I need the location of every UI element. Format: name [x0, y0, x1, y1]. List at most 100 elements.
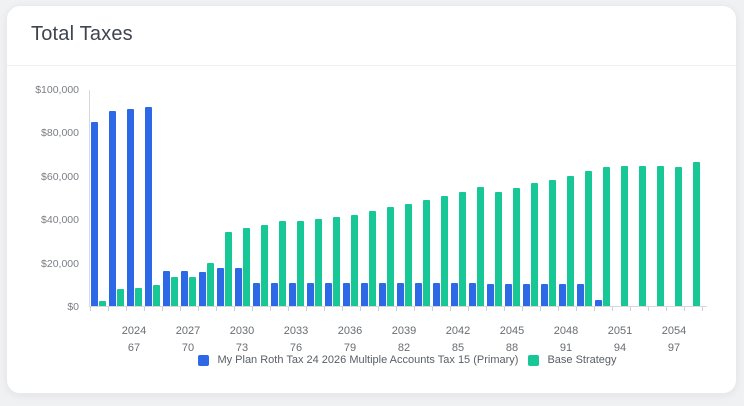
plan-bar-2041[interactable]	[433, 283, 440, 306]
base-bar-2048[interactable]	[567, 176, 574, 306]
x-tick-year: 2036	[337, 325, 363, 337]
x-axis-tick	[324, 307, 325, 311]
base-bar-2036[interactable]	[351, 215, 358, 306]
plan-bar-2037[interactable]	[361, 283, 368, 306]
x-axis-tick	[666, 307, 667, 311]
x-axis-tick	[594, 307, 595, 311]
base-bar-2033[interactable]	[297, 221, 304, 306]
plan-bar-2049[interactable]	[577, 284, 584, 306]
base-bar-2031[interactable]	[261, 225, 268, 306]
x-tick-label-2048: 2048 91	[544, 323, 588, 357]
base-bar-2035[interactable]	[333, 217, 340, 306]
x-axis-tick	[630, 307, 631, 311]
x-axis-tick	[198, 307, 199, 311]
base-bar-2042[interactable]	[459, 192, 466, 306]
x-axis-tick	[684, 307, 685, 311]
base-bar-2039[interactable]	[405, 204, 412, 306]
x-axis-tick	[270, 307, 271, 311]
x-axis-tick	[540, 307, 541, 311]
x-axis-tick	[612, 307, 613, 311]
plan-bar-2031[interactable]	[253, 283, 260, 306]
base-strategy-swatch	[528, 354, 540, 366]
x-axis-tick	[306, 307, 307, 311]
base-bar-2030[interactable]	[243, 228, 250, 306]
plan-bar-2028[interactable]	[199, 272, 206, 306]
x-tick-label-2030: 2030 73	[220, 323, 264, 357]
plan-bar-2034[interactable]	[307, 283, 314, 306]
x-axis-tick	[216, 307, 217, 311]
base-bar-2027[interactable]	[189, 277, 196, 306]
x-tick-label-2039: 2039 82	[382, 323, 426, 357]
base-bar-2022[interactable]	[99, 301, 106, 306]
plan-bar-2047[interactable]	[541, 284, 548, 306]
base-bar-2043[interactable]	[477, 187, 484, 306]
x-axis-tick	[288, 307, 289, 311]
base-bar-2023[interactable]	[117, 289, 124, 306]
base-bar-2051[interactable]	[621, 166, 628, 306]
plan-bar-2025[interactable]	[145, 107, 152, 306]
plan-bar-2046[interactable]	[523, 284, 530, 306]
x-tick-age: 79	[343, 342, 357, 354]
x-tick-label-2027: 2027 70	[166, 323, 210, 357]
x-tick-label-2033: 2033 76	[274, 323, 318, 357]
base-bar-2049[interactable]	[585, 171, 592, 306]
x-axis-tick	[576, 307, 577, 311]
x-axis-tick	[486, 307, 487, 311]
base-bar-2028[interactable]	[207, 263, 214, 306]
plan-bar-2022[interactable]	[91, 122, 98, 306]
x-tick-year: 2030	[229, 325, 255, 337]
plan-bar-2027[interactable]	[181, 271, 188, 306]
base-bar-2046[interactable]	[531, 183, 538, 306]
plan-series-label: My Plan Roth Tax 24 2026 Multiple Accoun…	[217, 354, 519, 366]
plan-bar-2035[interactable]	[325, 283, 332, 306]
plan-bar-2032[interactable]	[271, 283, 278, 306]
base-bar-2029[interactable]	[225, 232, 232, 306]
plan-bar-2030[interactable]	[235, 268, 242, 306]
base-bar-2053[interactable]	[657, 166, 664, 306]
plan-bar-2033[interactable]	[289, 283, 296, 306]
plan-bar-2026[interactable]	[163, 271, 170, 306]
plan-bar-2036[interactable]	[343, 283, 350, 306]
plan-bar-2044[interactable]	[487, 284, 494, 306]
plan-bar-2043[interactable]	[469, 283, 476, 306]
plan-bar-2039[interactable]	[397, 283, 404, 306]
plan-bar-2024[interactable]	[127, 109, 134, 306]
x-tick-year: 2039	[391, 325, 417, 337]
x-axis-tick	[414, 307, 415, 311]
base-bar-2037[interactable]	[369, 211, 376, 306]
x-tick-age: 67	[127, 342, 141, 354]
legend-item-base-strategy[interactable]: Base Strategy	[528, 354, 617, 366]
base-bar-2024[interactable]	[135, 288, 142, 306]
x-axis-tick	[162, 307, 163, 311]
base-bar-2025[interactable]	[153, 285, 160, 306]
plan-bar-2045[interactable]	[505, 284, 512, 306]
plan-bar-2029[interactable]	[217, 268, 224, 306]
base-bar-2050[interactable]	[603, 167, 610, 306]
base-bar-2045[interactable]	[513, 188, 520, 306]
base-bar-2040[interactable]	[423, 200, 430, 306]
base-bar-2032[interactable]	[279, 221, 286, 306]
plan-bar-2042[interactable]	[451, 283, 458, 306]
base-bar-2054[interactable]	[675, 167, 682, 306]
plan-bar-2050[interactable]	[595, 300, 602, 306]
base-bar-2038[interactable]	[387, 207, 394, 306]
x-axis-tick	[522, 307, 523, 311]
x-axis-tick	[90, 307, 91, 311]
base-bar-2034[interactable]	[315, 219, 322, 306]
x-tick-label-2024: 2024 67	[112, 323, 156, 357]
base-bar-2052[interactable]	[639, 166, 646, 306]
base-bar-2041[interactable]	[441, 196, 448, 306]
base-bar-2047[interactable]	[549, 180, 556, 306]
y-tick-label: $60,000	[41, 170, 79, 183]
plan-bar-2023[interactable]	[109, 111, 116, 306]
x-tick-year: 2045	[499, 325, 525, 337]
base-bar-2055[interactable]	[693, 162, 700, 306]
legend-item-plan[interactable]: My Plan Roth Tax 24 2026 Multiple Accoun…	[198, 354, 518, 366]
x-tick-year: 2027	[175, 325, 201, 337]
plan-bar-2040[interactable]	[415, 283, 422, 306]
x-tick-age: 76	[289, 342, 303, 354]
plan-bar-2038[interactable]	[379, 283, 386, 306]
plan-bar-2048[interactable]	[559, 284, 566, 306]
base-bar-2026[interactable]	[171, 277, 178, 306]
base-bar-2044[interactable]	[495, 192, 502, 306]
